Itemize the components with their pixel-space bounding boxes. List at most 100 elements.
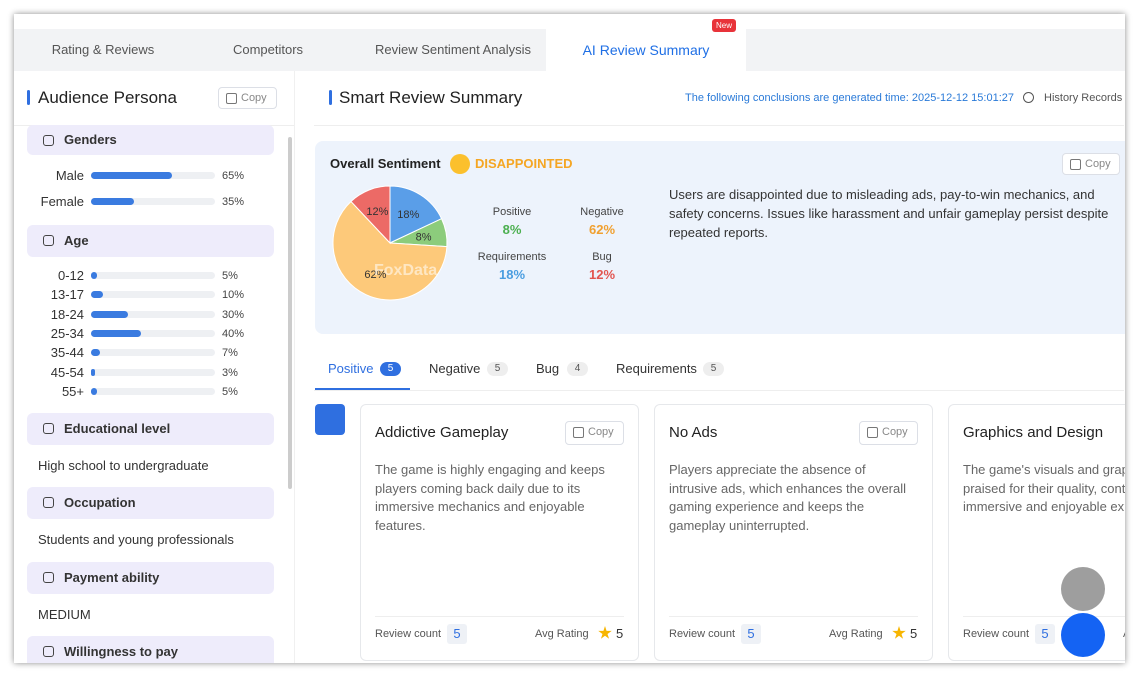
rating-label: Avg Rating [829, 628, 883, 640]
row-value: 5% [222, 385, 238, 398]
copy-button[interactable]: Copy [859, 421, 918, 445]
review-count: 5 [447, 624, 467, 644]
watermark: FoxData [374, 262, 438, 279]
legend-label: Bug [592, 251, 612, 263]
row-label: Male [55, 168, 84, 183]
filter-label: Requirements [616, 361, 697, 376]
section-header [27, 225, 274, 257]
star-icon [598, 626, 612, 639]
row-label: 13-17 [50, 287, 84, 303]
section-header [27, 413, 274, 445]
section-text: Students and young professionals [38, 532, 234, 547]
filter-count: 5 [703, 362, 724, 376]
row-value: 65% [222, 170, 245, 182]
row-value: 35% [222, 196, 245, 208]
card-divider [963, 616, 1125, 617]
bar-track [91, 272, 215, 279]
filter-label: Bug [536, 361, 560, 376]
section-icon [43, 235, 54, 246]
scrollbar [288, 137, 292, 489]
sentiment-text: Users are disappointed due to misleading… [669, 187, 1109, 240]
filter-count: 5 [487, 362, 508, 376]
tab[interactable]: Rating & Reviews [51, 42, 155, 57]
bar [91, 349, 100, 357]
row-label: 25-34 [50, 325, 84, 341]
review-count-label: Review count [375, 628, 442, 640]
bar [91, 368, 95, 376]
chat-button[interactable] [1061, 613, 1105, 657]
row-value: 10% [222, 289, 245, 302]
title-bar [329, 90, 332, 105]
section-icon [43, 572, 54, 583]
slice-label: 12% [366, 206, 388, 218]
bar [91, 272, 98, 279]
active-underline [315, 388, 410, 390]
row-label: 55+ [61, 383, 84, 399]
filter-label: Positive [328, 361, 374, 376]
sentiment-title: Overall Sentiment [330, 156, 441, 171]
legend-label: Requirements [477, 251, 547, 263]
tab[interactable]: Competitors [232, 42, 304, 57]
copy-button[interactable]: Copy [565, 421, 624, 445]
row-value: 3% [222, 366, 238, 379]
tab[interactable]: Review Sentiment Analysis [374, 42, 532, 57]
section-header [27, 125, 274, 155]
filter-count: 5 [380, 362, 401, 376]
pie-slice [389, 185, 443, 244]
copy-button[interactable]: Copy [1062, 153, 1120, 175]
bar-track [91, 387, 215, 395]
row-label: 35-44 [50, 345, 84, 361]
row-value: 5% [222, 270, 238, 282]
row-label: Female [40, 194, 84, 209]
card-text: The game's visuals and graphics are prai… [963, 462, 1125, 514]
bar-track [91, 198, 215, 205]
tab[interactable]: AI Review Summary [582, 42, 710, 58]
filter-divider [314, 390, 1124, 391]
legend-value: 62% [588, 222, 616, 237]
scroll-top-button[interactable] [1061, 567, 1105, 611]
sentiment-status: DISAPPOINTED [475, 156, 573, 171]
row-label: 45-54 [50, 364, 84, 380]
bar-track [91, 310, 215, 318]
row-label: 18-24 [50, 306, 84, 322]
bar [91, 310, 129, 318]
section-header [27, 562, 274, 594]
divider [314, 125, 1124, 126]
slice-label: 62% [364, 269, 386, 281]
legend-value: 12% [588, 267, 616, 282]
card-title: Graphics and Design [963, 424, 1104, 441]
copy-button[interactable]: Copy [218, 87, 277, 109]
rating: 5 [910, 626, 918, 641]
review-count-label: Review count [669, 628, 736, 640]
legend-value: 8% [502, 222, 522, 237]
card-divider [375, 616, 624, 617]
review-card: Addictive Gameplay Copy The game is highly… [360, 404, 639, 661]
review-card: No Ads Copy Players appreciate the absence… [654, 404, 933, 661]
row-value: 40% [222, 327, 245, 340]
review-count: 5 [741, 624, 761, 644]
section-text: MEDIUM [38, 607, 91, 622]
section-title: Occupation [64, 495, 136, 510]
app-window: Rating & Reviews Competitors Review Sentim… [14, 14, 1125, 663]
legend-label: Negative [580, 206, 624, 218]
generated-time: The following conclusions are generated … [685, 92, 1014, 104]
card-title: Addictive Gameplay [375, 424, 509, 441]
history-link[interactable]: History Records [1044, 92, 1123, 104]
title-bar [27, 90, 30, 105]
fox-logo [315, 404, 345, 435]
summary-title: Smart Review Summary [339, 88, 523, 107]
row-value: 7% [222, 347, 238, 360]
bar [91, 291, 104, 299]
new-badge: New [712, 19, 736, 32]
bar [91, 387, 98, 395]
panel-title: Audience Persona [38, 88, 177, 107]
section-title: Genders [64, 132, 117, 147]
bar-track [91, 291, 215, 299]
section-title: Willingness to pay [64, 644, 179, 659]
sad-face-icon [450, 154, 470, 174]
rating-label: Avg Rating [1123, 627, 1125, 641]
filter-count: 4 [567, 362, 588, 376]
section-icon [43, 135, 54, 146]
section-header [27, 636, 274, 663]
card-title: No Ads [669, 424, 718, 441]
